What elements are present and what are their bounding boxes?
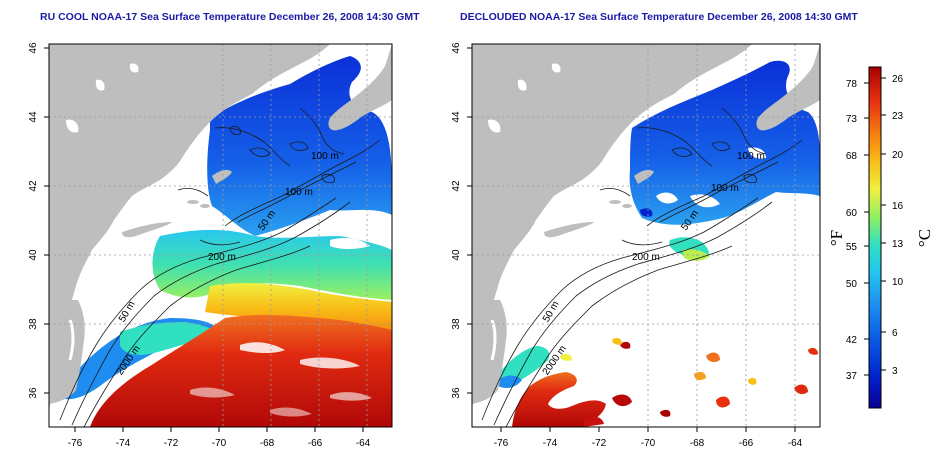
celsius-tick-label: 20 [892, 150, 904, 161]
left-graticule [49, 44, 392, 427]
left-lat-tick: 46 [28, 42, 39, 54]
left-map-frame [48, 43, 393, 428]
fahrenheit-tick-label: 42 [846, 335, 858, 346]
fahrenheit-tick-label: 60 [846, 208, 858, 219]
left-map-panel: 100 m 100 m 50 m 200 m 50 m 2000 m -76 -… [28, 42, 393, 449]
contour-label-100m-a: 100 m [311, 151, 339, 162]
right-lon-tick: -68 [690, 438, 705, 449]
right-map-panel: 100 m 100 m 50 m 200 m 50 m 2000 m -76 -… [451, 42, 821, 449]
colorbar-gradient [868, 66, 882, 409]
left-lon-tick: -70 [212, 438, 227, 449]
contour-label-100m-a: 100 m [737, 151, 765, 162]
right-map-frame [471, 43, 821, 428]
colorbar-fahrenheit-labels: 78 73 68 60 55 50 42 37 [846, 79, 858, 382]
right-lon-tick: -66 [739, 438, 754, 449]
left-x-axis [74, 427, 364, 432]
celsius-tick-label: 26 [892, 74, 904, 85]
left-lon-tick: -72 [164, 438, 179, 449]
celsius-tick-label: 10 [892, 277, 904, 288]
fahrenheit-tick-label: 50 [846, 279, 858, 290]
right-x-axis [500, 427, 796, 432]
right-lat-tick: 44 [451, 111, 462, 123]
contour-label-100m-b: 100 m [711, 183, 739, 194]
right-y-tick-labels: 36 38 40 42 44 46 [451, 42, 462, 399]
colorbar-celsius-ticks [881, 77, 886, 371]
colorbar-fahrenheit-ticks [864, 82, 869, 376]
right-lon-tick: -64 [788, 438, 803, 449]
left-land-mass [49, 44, 330, 410]
left-lat-tick: 36 [28, 387, 39, 399]
celsius-tick-label: 13 [892, 239, 904, 250]
left-nova-scotia [328, 44, 392, 131]
left-lat-tick: 40 [28, 249, 39, 261]
right-nova-scotia [756, 44, 820, 131]
right-lat-tick: 38 [451, 318, 462, 330]
left-lat-tick: 38 [28, 318, 39, 330]
celsius-tick-label: 6 [892, 328, 898, 339]
colorbar: 78 73 68 60 55 50 42 37 26 23 20 16 13 1… [827, 66, 934, 409]
right-land-mass [472, 44, 752, 410]
celsius-tick-label: 3 [892, 366, 898, 377]
celsius-tick-label: 23 [892, 111, 904, 122]
celsius-unit-label: °C [915, 229, 934, 247]
fahrenheit-tick-label: 68 [846, 151, 858, 162]
right-lat-tick: 42 [451, 180, 462, 192]
right-lon-tick: -74 [543, 438, 558, 449]
left-lat-tick: 44 [28, 111, 39, 123]
right-bathymetry-contours [481, 107, 803, 427]
right-lon-tick: -70 [641, 438, 656, 449]
left-lon-tick: -74 [116, 438, 131, 449]
contour-label-200m: 200 m [632, 252, 660, 263]
left-y-tick-labels: 36 38 40 42 44 46 [28, 42, 39, 399]
left-y-axis [44, 47, 49, 394]
right-x-tick-labels: -76 -74 -72 -70 -68 -66 -64 [494, 438, 803, 449]
fahrenheit-tick-label: 37 [846, 371, 858, 382]
celsius-tick-label: 16 [892, 201, 904, 212]
left-lon-tick: -66 [308, 438, 323, 449]
right-lat-tick: 36 [451, 387, 462, 399]
left-lon-tick: -68 [260, 438, 275, 449]
right-lon-tick: -72 [592, 438, 607, 449]
left-x-tick-labels: -76 -74 -72 -70 -68 -66 -64 [68, 438, 371, 449]
contour-label-200m: 200 m [208, 252, 236, 263]
right-y-axis [467, 47, 472, 394]
right-lon-tick: -76 [494, 438, 509, 449]
right-lat-tick: 46 [451, 42, 462, 54]
contour-label-100m-b: 100 m [285, 187, 313, 198]
fahrenheit-tick-label: 78 [846, 79, 858, 90]
fahrenheit-unit-label: °F [827, 230, 846, 246]
left-lat-tick: 42 [28, 180, 39, 192]
left-panel-title: RU COOL NOAA-17 Sea Surface Temperature … [40, 11, 420, 23]
fahrenheit-tick-label: 73 [846, 114, 858, 125]
fahrenheit-tick-label: 55 [846, 242, 858, 253]
left-lon-tick: -64 [356, 438, 371, 449]
left-lon-tick: -76 [68, 438, 83, 449]
right-panel-title: DECLOUDED NOAA-17 Sea Surface Temperatur… [460, 11, 858, 23]
colorbar-celsius-labels: 26 23 20 16 13 10 6 3 [892, 74, 904, 377]
right-lat-tick: 40 [451, 249, 462, 261]
left-sst-field [60, 56, 392, 427]
left-bathymetry-contours [59, 107, 381, 427]
